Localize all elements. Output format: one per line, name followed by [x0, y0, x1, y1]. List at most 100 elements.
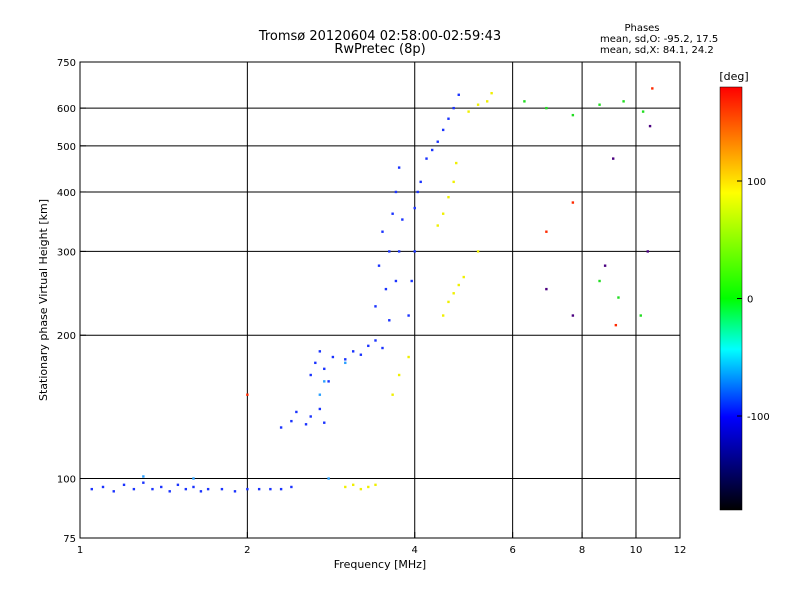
- data-point: [413, 250, 416, 253]
- data-point: [295, 410, 298, 414]
- data-point: [416, 190, 419, 194]
- data-point: [571, 314, 575, 317]
- data-point: [457, 283, 460, 287]
- data-point: [279, 426, 283, 429]
- data-point: [397, 250, 401, 253]
- x-axis-ticks: 1 2 4 6 8 10 12: [77, 532, 687, 556]
- data-point: [391, 393, 394, 396]
- data-point: [457, 93, 460, 96]
- data-point: [374, 483, 377, 487]
- data-point: [151, 487, 154, 491]
- data-point: [441, 314, 445, 317]
- plot-frame: [79, 61, 681, 539]
- y-tick-label: 500: [57, 142, 76, 153]
- data-points: [90, 87, 654, 493]
- data-point: [397, 373, 401, 377]
- data-point: [381, 230, 384, 233]
- data-point: [206, 487, 210, 491]
- data-point: [452, 180, 455, 184]
- data-point: [617, 296, 620, 299]
- data-point: [425, 157, 428, 160]
- data-point: [490, 91, 493, 95]
- colorbar-tick-label: -100: [747, 412, 770, 423]
- data-point: [344, 485, 347, 489]
- data-point: [639, 314, 642, 317]
- data-point: [192, 477, 195, 480]
- x-tick-label: 8: [579, 545, 585, 556]
- y-axis-label: Stationary phase Virtual Height [km]: [37, 199, 50, 401]
- data-point: [391, 212, 394, 215]
- data-point: [359, 353, 363, 356]
- data-point: [407, 355, 410, 359]
- data-point: [344, 358, 347, 361]
- data-point: [384, 287, 388, 291]
- chart-subtitle: RwPretec (8p): [334, 42, 425, 57]
- chart-title: Tromsø 20120604 02:58:00-02:59:43: [258, 29, 501, 44]
- data-point: [447, 195, 450, 199]
- data-point: [441, 212, 445, 215]
- data-point: [430, 148, 434, 152]
- data-point: [199, 490, 203, 493]
- data-point: [246, 487, 249, 491]
- data-point: [436, 140, 439, 143]
- data-point: [612, 157, 615, 160]
- y-axis-ticks: 75 100 200 300 400 500 600 750: [57, 58, 86, 545]
- y-tick-label: 75: [63, 534, 76, 545]
- data-point: [192, 485, 195, 489]
- data-point: [394, 190, 398, 194]
- data-point: [374, 339, 377, 342]
- data-point: [344, 361, 347, 365]
- data-point: [467, 110, 470, 113]
- data-point: [269, 487, 272, 491]
- data-point: [304, 423, 308, 426]
- data-point: [122, 483, 126, 487]
- data-point: [374, 305, 377, 308]
- data-point: [476, 103, 480, 106]
- data-point: [367, 485, 370, 489]
- colorbar-ticks: 100 0 -100: [737, 177, 770, 423]
- data-point: [407, 314, 410, 317]
- phases-line-o: mean, sd,O: -95.2, 17.5: [600, 34, 718, 45]
- data-point: [142, 481, 145, 484]
- colorbar-label: [deg]: [719, 70, 748, 83]
- data-point: [455, 161, 458, 165]
- data-point: [388, 250, 391, 253]
- data-point: [184, 487, 188, 491]
- data-point: [452, 106, 455, 110]
- data-point: [452, 292, 455, 295]
- gridlines: [80, 62, 680, 538]
- data-point: [377, 264, 381, 267]
- data-point: [462, 275, 465, 279]
- data-point: [132, 487, 136, 491]
- data-point: [160, 485, 163, 489]
- data-point: [545, 106, 548, 110]
- data-point: [290, 419, 293, 423]
- data-point: [351, 483, 355, 487]
- data-point: [367, 344, 370, 348]
- data-point: [309, 415, 312, 418]
- data-point: [485, 100, 489, 103]
- data-point: [436, 224, 439, 227]
- data-point: [309, 373, 312, 377]
- data-point: [401, 218, 404, 221]
- data-point: [394, 279, 398, 283]
- colorbar-tick-label: 0: [747, 295, 753, 306]
- data-point: [318, 350, 322, 353]
- data-point: [571, 113, 575, 117]
- phases-summary: Phases mean, sd,O: -95.2, 17.5 mean, sd,…: [600, 23, 718, 56]
- data-point: [331, 355, 335, 359]
- data-point: [622, 100, 625, 103]
- y-tick-label: 100: [57, 475, 76, 486]
- data-point: [571, 201, 575, 204]
- data-point: [651, 87, 654, 90]
- x-axis-label: Frequency [MHz]: [334, 558, 426, 571]
- data-point: [419, 180, 422, 184]
- y-tick-label: 600: [57, 104, 76, 115]
- data-point: [142, 475, 145, 478]
- data-point: [397, 166, 401, 169]
- data-point: [545, 287, 548, 291]
- x-tick-label: 12: [674, 545, 687, 556]
- data-point: [359, 487, 363, 491]
